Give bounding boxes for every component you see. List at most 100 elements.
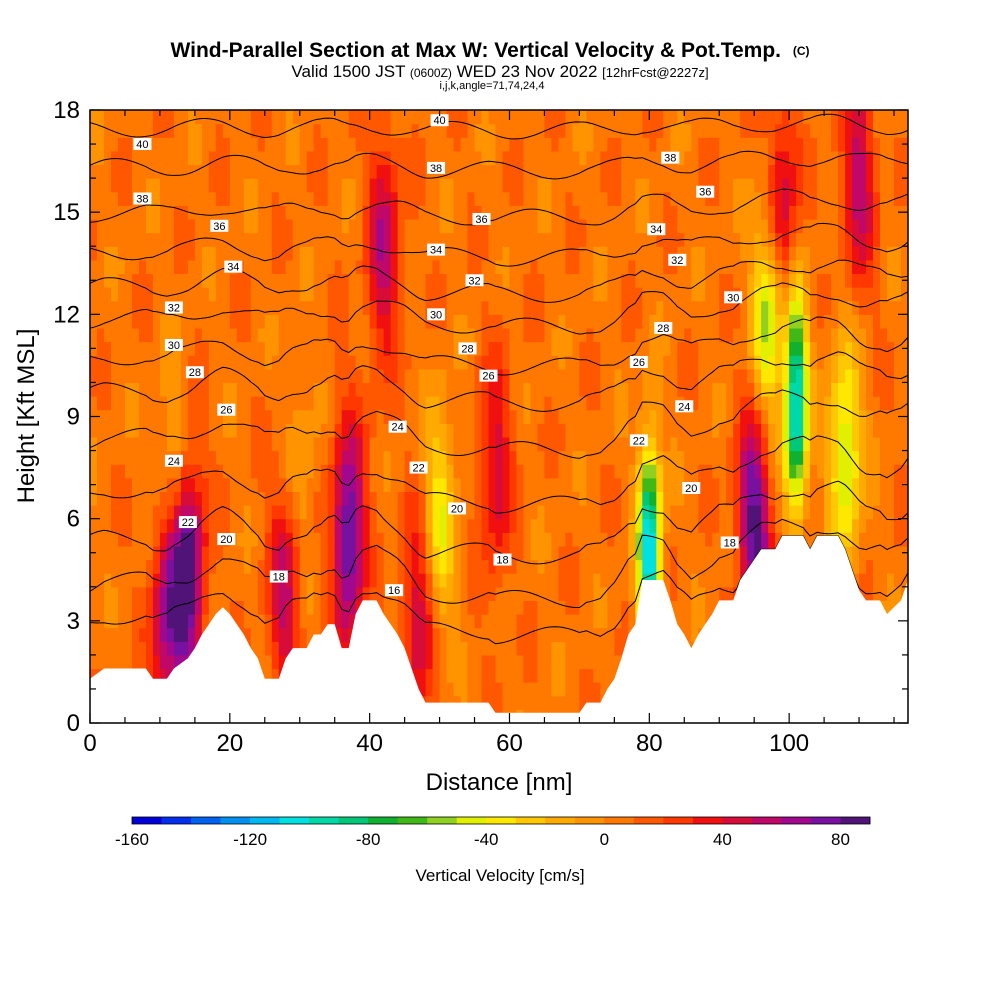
velocity-cell — [712, 232, 720, 247]
velocity-cell — [712, 423, 720, 438]
velocity-cell — [530, 164, 539, 179]
velocity-cell — [684, 491, 692, 506]
velocity-cell — [474, 327, 483, 343]
velocity-cell — [327, 382, 336, 397]
velocity-cell — [110, 273, 119, 288]
velocity-cell — [208, 110, 217, 125]
velocity-cell — [383, 259, 392, 275]
velocity-cell — [796, 355, 804, 370]
velocity-cell — [299, 191, 308, 206]
velocity-cell — [642, 409, 650, 424]
velocity-cell — [544, 573, 553, 588]
velocity-cell — [166, 355, 175, 370]
velocity-cell — [159, 259, 168, 275]
velocity-cell — [628, 409, 636, 424]
velocity-cell — [740, 545, 748, 561]
velocity-cell — [418, 532, 427, 547]
velocity-cell — [635, 368, 643, 384]
velocity-cell — [292, 559, 301, 574]
velocity-cell — [600, 573, 608, 588]
velocity-cell — [166, 205, 175, 220]
velocity-cell — [166, 436, 175, 452]
velocity-cell — [145, 287, 154, 302]
velocity-cell — [558, 232, 567, 247]
velocity-cell — [145, 341, 154, 356]
velocity-cell — [747, 545, 755, 561]
velocity-cell — [754, 178, 762, 193]
velocity-cell — [600, 259, 608, 275]
velocity-cell — [474, 614, 483, 629]
velocity-cell — [649, 477, 657, 493]
velocity-cell — [131, 123, 140, 138]
velocity-cell — [838, 532, 846, 547]
velocity-cell — [264, 477, 273, 493]
velocity-cell — [537, 436, 546, 452]
velocity-cell — [677, 218, 685, 234]
velocity-cell — [285, 191, 294, 206]
velocity-cell — [656, 423, 664, 438]
velocity-cell — [488, 164, 497, 179]
velocity-cell — [201, 150, 210, 166]
velocity-cell — [803, 368, 811, 384]
velocity-cell — [481, 409, 490, 424]
velocity-cell — [418, 641, 427, 656]
velocity-cell — [796, 137, 804, 152]
velocity-cell — [607, 246, 615, 261]
velocity-cell — [257, 436, 266, 452]
velocity-cell — [103, 532, 112, 547]
velocity-cell — [803, 110, 811, 125]
velocity-cell — [824, 355, 832, 370]
velocity-cell — [257, 300, 266, 315]
velocity-cell — [754, 518, 762, 533]
velocity-cell — [635, 586, 643, 601]
velocity-cell — [124, 559, 133, 574]
velocity-cell — [474, 586, 483, 601]
velocity-cell — [369, 355, 378, 370]
velocity-cell — [509, 300, 518, 315]
velocity-cell — [236, 573, 245, 588]
velocity-cell — [530, 627, 539, 642]
velocity-cell — [355, 273, 364, 288]
velocity-cell — [621, 423, 629, 438]
velocity-cell — [243, 614, 252, 629]
velocity-cell — [635, 327, 643, 343]
velocity-cell — [474, 300, 483, 315]
velocity-cell — [439, 505, 448, 520]
velocity-cell — [215, 246, 224, 261]
velocity-cell — [425, 178, 434, 193]
velocity-cell — [614, 627, 622, 642]
velocity-cell — [187, 259, 196, 275]
velocity-cell — [481, 232, 490, 247]
velocity-cell — [327, 505, 336, 520]
velocity-cell — [376, 518, 385, 533]
velocity-cell — [677, 341, 685, 356]
velocity-cell — [474, 137, 483, 152]
velocity-cell — [243, 218, 252, 234]
velocity-cell — [705, 477, 713, 493]
velocity-cell — [159, 368, 168, 384]
velocity-cell — [495, 150, 504, 166]
velocity-cell — [537, 314, 546, 329]
velocity-cell — [327, 600, 336, 615]
velocity-cell — [453, 477, 462, 493]
velocity-cell — [369, 382, 378, 397]
velocity-cell — [670, 205, 678, 220]
velocity-cell — [481, 355, 490, 370]
velocity-cell — [166, 545, 175, 561]
velocity-cell — [264, 273, 273, 288]
velocity-cell — [124, 396, 133, 411]
velocity-cell — [320, 164, 329, 179]
velocity-cell — [362, 164, 371, 179]
velocity-cell — [152, 205, 161, 220]
velocity-cell — [698, 600, 706, 615]
velocity-cell — [824, 205, 832, 220]
velocity-cell — [117, 614, 126, 629]
velocity-cell — [824, 300, 832, 315]
velocity-cell — [628, 518, 636, 533]
velocity-cell — [481, 341, 490, 356]
velocity-cell — [166, 150, 175, 166]
velocity-cell — [516, 300, 525, 315]
velocity-cell — [859, 586, 867, 601]
velocity-cell — [369, 205, 378, 220]
velocity-cell — [831, 287, 839, 302]
